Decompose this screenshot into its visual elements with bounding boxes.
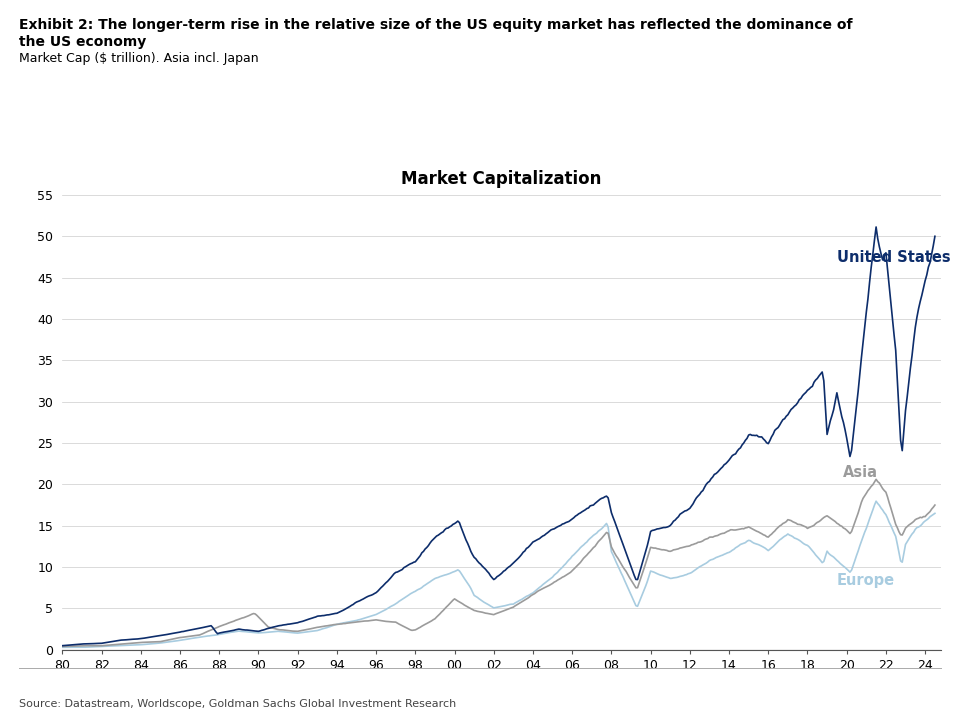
Text: Source: Datastream, Worldscope, Goldman Sachs Global Investment Research: Source: Datastream, Worldscope, Goldman … <box>19 699 456 709</box>
Title: Market Capitalization: Market Capitalization <box>401 170 602 188</box>
Text: Market Cap ($ trillion). Asia incl. Japan: Market Cap ($ trillion). Asia incl. Japa… <box>19 52 259 65</box>
Text: Exhibit 2: The longer-term rise in the relative size of the US equity market has: Exhibit 2: The longer-term rise in the r… <box>19 18 852 32</box>
Text: Asia: Asia <box>843 465 877 480</box>
Text: Europe: Europe <box>837 573 895 588</box>
Text: the US economy: the US economy <box>19 35 147 48</box>
Text: United States: United States <box>837 251 950 265</box>
